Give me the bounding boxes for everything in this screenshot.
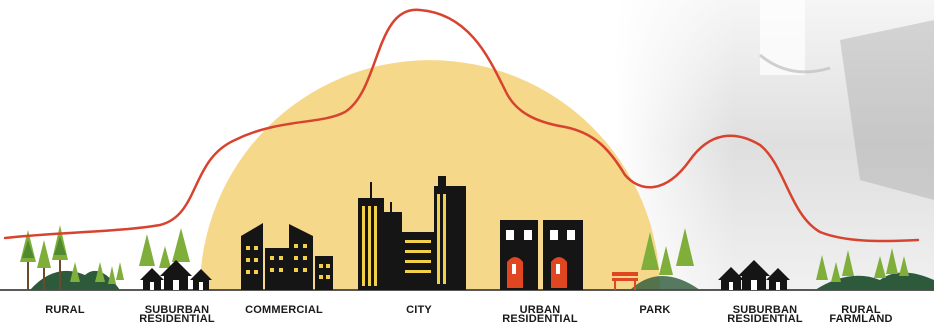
townhouses-icon	[500, 220, 583, 290]
zone-label-rural: RURAL	[45, 304, 85, 316]
zone-label-suburban-residential: SUBURBAN RESIDENTIAL	[139, 304, 215, 325]
houses-icon-2	[718, 260, 790, 290]
rural-trees-icon	[20, 225, 124, 290]
zone-label-commercial: COMMERCIAL	[245, 304, 323, 316]
office-windows	[246, 244, 330, 279]
zone-label-park: PARK	[639, 304, 671, 316]
zone-label-suburban-residential-2: SUBURBAN RESIDENTIAL	[727, 304, 803, 325]
temperature-curve	[3, 8, 920, 243]
zone-label-urban-residential: URBAN RESIDENTIAL	[502, 304, 578, 325]
houses-icon	[139, 228, 212, 290]
zone-label-city: CITY	[406, 304, 432, 316]
fog-background	[615, 0, 934, 290]
park-bench-icon	[612, 228, 700, 290]
farmland-trees-icon	[815, 248, 934, 290]
zone-label-rural-farmland: RURAL FARMLAND	[829, 304, 893, 325]
skyscrapers-icon	[358, 176, 466, 290]
